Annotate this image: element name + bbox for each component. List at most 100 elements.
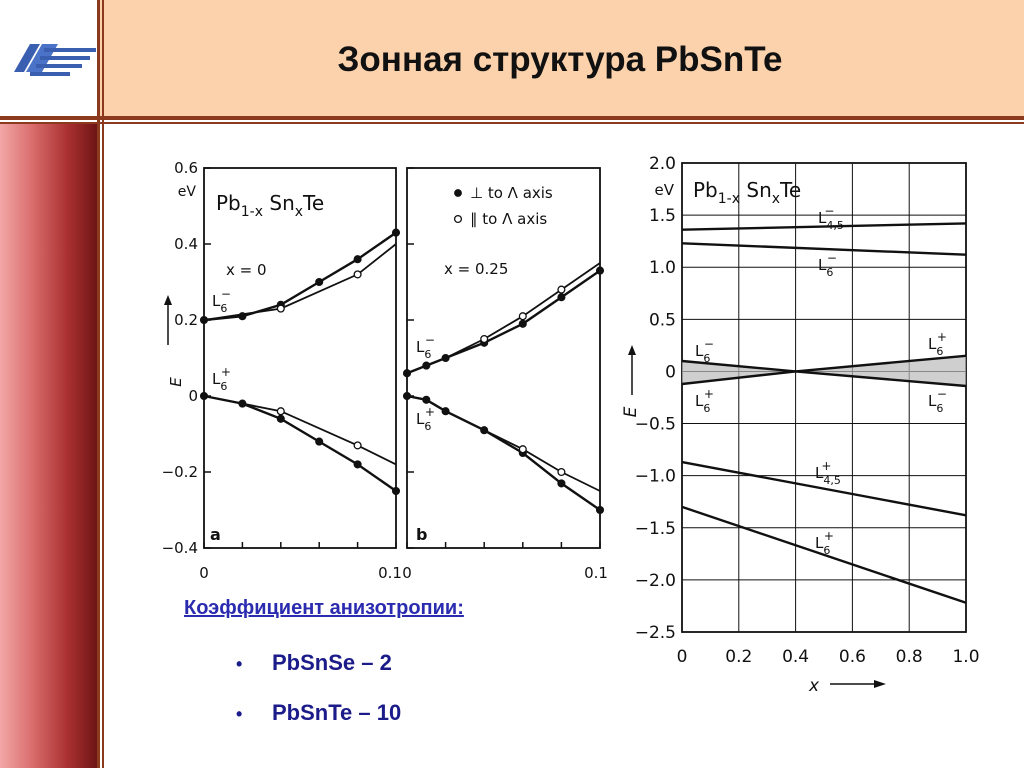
y-tick-label: 0 xyxy=(188,387,198,405)
vertical-rule-thin xyxy=(102,0,104,768)
x-tick-label: 0 xyxy=(677,647,688,667)
bullet-marker: • xyxy=(236,654,243,674)
series-line xyxy=(406,394,601,511)
band-label: L6+ xyxy=(695,387,714,415)
series-line xyxy=(681,222,967,231)
y-axis-arrow-head xyxy=(164,295,172,305)
data-point xyxy=(595,266,605,275)
band-label: L6− xyxy=(212,287,231,315)
x-tick-label: 0.6 xyxy=(839,647,866,667)
slide-header xyxy=(0,0,1024,116)
data-point xyxy=(518,319,527,328)
data-point xyxy=(557,479,566,488)
data-point xyxy=(518,312,527,321)
data-point xyxy=(353,460,362,469)
panel-c-frame xyxy=(681,162,967,633)
data-point xyxy=(557,285,566,294)
slide-title: Зонная структура PbSnTe xyxy=(337,40,783,79)
band-label: L4,5− xyxy=(818,204,844,232)
panel-b-frame xyxy=(406,167,601,549)
y-tick-label: 0 xyxy=(665,362,676,382)
anisotropy-heading: Коэффициент анизотропии: xyxy=(184,597,464,619)
data-point xyxy=(480,334,489,344)
series-line xyxy=(203,394,397,492)
data-point xyxy=(276,407,285,416)
data-point xyxy=(557,293,566,302)
x-tick-label: 0.8 xyxy=(896,647,923,667)
x-tick-label: 0.1 xyxy=(584,564,608,582)
legend-entry: ∥ to Λ axis xyxy=(470,210,547,228)
bullet-item: • PbSnSe – 2 xyxy=(236,650,392,676)
y-tick-label: −1.0 xyxy=(635,467,676,487)
band-label: L6+ xyxy=(416,405,435,433)
data-point xyxy=(441,407,450,416)
series-line-open-branch xyxy=(203,395,397,466)
band-label: L6+ xyxy=(815,529,834,557)
bullet-item: • PbSnTe – 10 xyxy=(236,700,401,726)
y-axis-label: E xyxy=(167,377,185,387)
data-point xyxy=(315,437,324,446)
panel-annotation: x = 0 xyxy=(226,261,267,279)
band-label: L6+ xyxy=(212,365,231,393)
data-point xyxy=(353,255,362,264)
data-point xyxy=(518,445,527,454)
data-point xyxy=(353,270,362,279)
x-axis-label: x xyxy=(808,676,820,696)
y-tick-label: 1.5 xyxy=(649,206,676,226)
bullet-text: PbSnSe – 2 xyxy=(272,650,392,675)
data-point xyxy=(557,467,566,477)
band-label: L6− xyxy=(695,337,714,365)
logo-box xyxy=(0,0,97,116)
y-tick-label: −2.5 xyxy=(635,623,676,643)
compound-label: Pb1-x SnxTe xyxy=(693,178,801,207)
legend-marker-open xyxy=(453,214,463,224)
series-line xyxy=(406,269,601,375)
y-tick-label: 0.5 xyxy=(649,310,676,330)
y-axis-arrow-head xyxy=(628,345,636,355)
data-point xyxy=(276,414,285,423)
series-line xyxy=(681,242,967,256)
data-point xyxy=(276,304,285,313)
y-tick-label: 1.0 xyxy=(649,258,676,278)
logo-icon xyxy=(14,44,96,76)
x-tick-label: 0.4 xyxy=(782,647,809,667)
y-tick-label: −0.5 xyxy=(635,415,676,435)
y-tick-label: 0.4 xyxy=(174,235,198,253)
bullet-text: PbSnTe – 10 xyxy=(272,700,402,725)
y-unit-label: eV xyxy=(655,181,675,199)
y-tick-label: 2.0 xyxy=(649,154,676,174)
band-label: L6− xyxy=(818,251,837,279)
series-line xyxy=(203,231,397,322)
series-line-open-branch xyxy=(203,243,397,321)
panel-annotation: x = 0.25 xyxy=(444,260,508,278)
data-point xyxy=(391,486,401,496)
left-gradient-sidebar xyxy=(0,124,97,768)
y-tick-label: −0.2 xyxy=(162,463,198,481)
y-unit-label: eV xyxy=(178,184,197,200)
series-line xyxy=(681,460,967,517)
legend-entry: ⊥ to Λ axis xyxy=(470,184,553,202)
data-point xyxy=(422,395,431,404)
y-tick-label: 0.2 xyxy=(174,311,198,329)
series-line-open-branch xyxy=(483,429,601,492)
band-label: L4,5+ xyxy=(815,459,841,487)
legend-marker-filled xyxy=(454,189,462,197)
data-point xyxy=(391,228,401,237)
band-label: L6− xyxy=(416,333,435,361)
vertical-rule xyxy=(97,0,100,768)
y-axis-label: E xyxy=(621,406,641,417)
x-tick-label: 0.2 xyxy=(725,647,752,667)
panel-label: b xyxy=(416,525,427,544)
x-tick-label: 1.0 xyxy=(952,647,979,667)
x-tick-label: 0 xyxy=(402,564,412,582)
series-line xyxy=(681,505,967,604)
y-tick-label: −2.0 xyxy=(635,571,676,591)
data-point xyxy=(595,505,605,515)
data-point xyxy=(353,441,362,450)
bullet-marker: • xyxy=(236,704,243,724)
header-rule xyxy=(0,116,1024,120)
data-point xyxy=(402,391,412,401)
series-line xyxy=(681,370,967,388)
x-tick-label: 0.1 xyxy=(378,564,402,582)
